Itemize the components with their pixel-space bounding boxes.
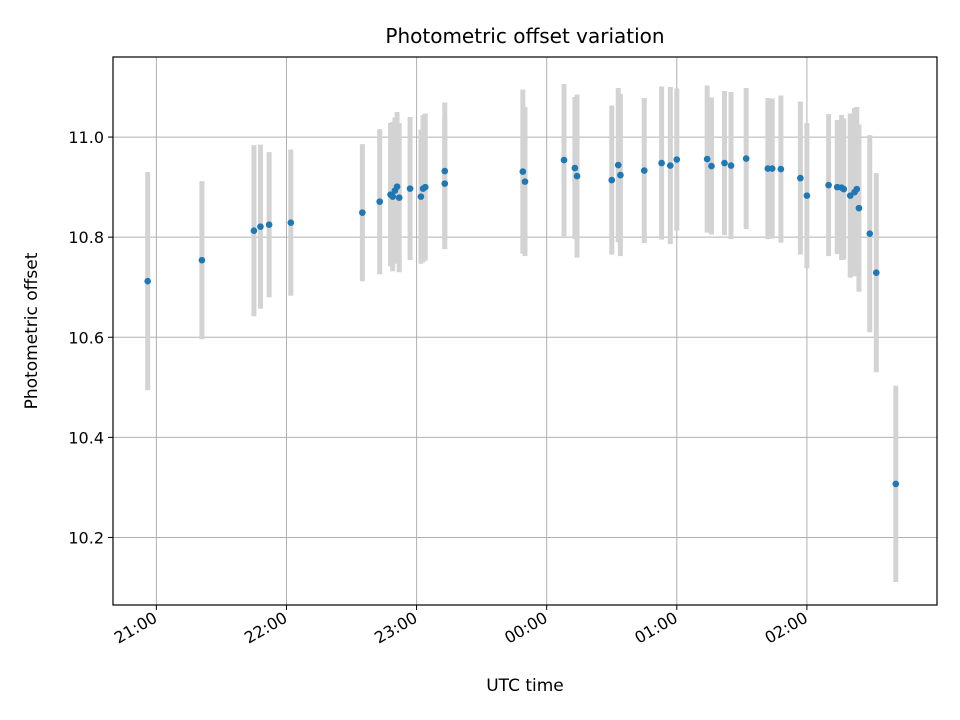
data-point xyxy=(703,155,711,163)
data-point xyxy=(658,159,665,167)
data-point xyxy=(608,176,616,184)
data-point xyxy=(666,162,674,169)
chart-title: Photometric offset variation xyxy=(385,24,664,48)
data-point xyxy=(250,227,258,234)
data-point xyxy=(144,277,151,285)
data-point xyxy=(768,165,776,172)
y-tick-label: 10.4 xyxy=(68,428,104,447)
data-point xyxy=(393,183,401,190)
data-point xyxy=(640,167,648,174)
data-point xyxy=(421,183,429,191)
data-point xyxy=(797,174,804,182)
data-point xyxy=(441,167,449,175)
data-point xyxy=(265,221,273,228)
data-point xyxy=(866,230,874,237)
data-point xyxy=(803,192,811,199)
y-tick-label: 10.8 xyxy=(68,228,104,247)
data-point xyxy=(892,480,900,488)
data-points xyxy=(144,155,900,488)
data-point xyxy=(617,171,624,179)
y-axis: 10.2 10.4 10.6 10.8 11.0 xyxy=(68,128,113,547)
data-point xyxy=(257,223,264,230)
data-point xyxy=(853,185,861,193)
data-point xyxy=(571,164,579,172)
grid xyxy=(113,57,937,605)
data-point xyxy=(872,269,880,276)
data-point xyxy=(721,159,728,167)
data-point xyxy=(417,193,425,200)
data-point xyxy=(825,181,832,189)
plot-frame xyxy=(112,56,938,606)
data-point xyxy=(727,162,735,169)
data-point xyxy=(840,185,848,193)
data-point xyxy=(673,156,681,163)
data-point xyxy=(441,180,449,187)
data-point xyxy=(742,155,750,162)
x-axis-label: UTC time xyxy=(486,676,564,696)
data-point xyxy=(406,185,414,192)
data-point xyxy=(573,172,581,180)
y-tick-label: 11.0 xyxy=(68,128,104,147)
data-point xyxy=(560,156,568,164)
data-point xyxy=(287,219,295,226)
data-point xyxy=(855,204,863,212)
data-point xyxy=(708,162,715,170)
data-point xyxy=(614,161,622,169)
data-point xyxy=(389,193,397,200)
data-point xyxy=(777,165,785,173)
data-point xyxy=(198,256,206,264)
y-tick-label: 10.2 xyxy=(68,528,104,547)
data-point xyxy=(395,194,403,201)
y-axis-label: Photometric offset xyxy=(22,252,42,409)
data-point xyxy=(376,198,384,205)
data-point xyxy=(519,168,527,175)
data-point xyxy=(359,209,366,216)
y-tick-label: 10.6 xyxy=(68,328,104,347)
data-point xyxy=(521,178,529,185)
